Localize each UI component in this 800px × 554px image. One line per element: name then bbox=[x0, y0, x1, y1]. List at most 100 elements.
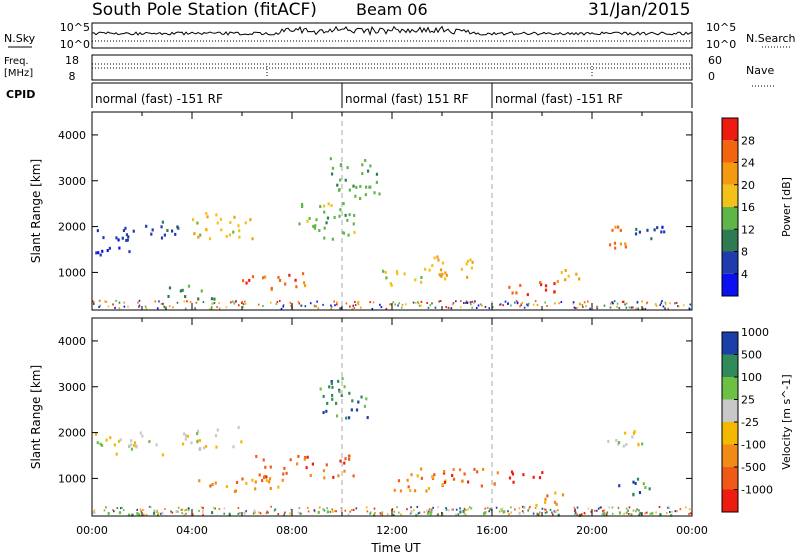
velocity-echo-cell bbox=[127, 513, 131, 517]
power-echo-cell bbox=[205, 212, 208, 216]
velocity-echo-cell bbox=[326, 510, 329, 514]
velocity-echo-cell bbox=[186, 434, 190, 438]
velocity-echo-cell bbox=[109, 436, 112, 440]
velocity-speckle bbox=[213, 506, 215, 509]
power-echo-cell bbox=[373, 191, 376, 195]
power-speckle bbox=[688, 307, 691, 310]
velocity-echo-cell bbox=[415, 513, 418, 517]
power-echo-cell bbox=[346, 166, 349, 170]
power-echo-cell bbox=[519, 283, 522, 287]
velocity-echo-cell bbox=[94, 432, 98, 436]
velocity-echo-cell bbox=[281, 478, 284, 482]
power-echo-cell bbox=[270, 286, 273, 290]
power-speckle bbox=[646, 301, 649, 304]
power-speckle bbox=[667, 307, 669, 310]
power-colorbar-swatch bbox=[722, 207, 738, 230]
velocity-speckle bbox=[574, 511, 577, 514]
power-echo-cell bbox=[364, 193, 367, 197]
velocity-speckle bbox=[185, 508, 188, 511]
nave-label: Nave bbox=[746, 64, 774, 77]
velocity-echo-cell bbox=[496, 471, 499, 475]
power-echo-cell bbox=[540, 283, 543, 287]
velocity-speckle bbox=[267, 511, 269, 514]
power-echo-cell bbox=[390, 283, 393, 287]
velocity-echo-cell bbox=[622, 444, 625, 448]
power-echo-cell bbox=[389, 282, 392, 286]
velocity-echo-cell bbox=[632, 493, 635, 497]
power-echo-cell bbox=[126, 238, 129, 242]
velocity-echo-cell bbox=[175, 510, 178, 514]
velocity-speckle bbox=[413, 509, 415, 512]
power-echo-cell bbox=[608, 243, 612, 247]
velocity-echo-cell bbox=[323, 476, 326, 480]
power-speckle bbox=[488, 307, 491, 310]
power-speckle bbox=[596, 307, 599, 310]
velocity-speckle bbox=[344, 509, 347, 512]
velocity-echo-cell bbox=[181, 442, 185, 446]
velocity-speckle bbox=[486, 506, 489, 509]
power-speckle bbox=[473, 302, 475, 305]
velocity-echo-cell bbox=[420, 476, 423, 480]
velocity-echo-cell bbox=[198, 479, 201, 483]
velocity-echo-cell bbox=[190, 441, 193, 445]
power-speckle bbox=[637, 307, 639, 310]
power-speckle bbox=[481, 304, 483, 307]
velocity-speckle bbox=[379, 513, 382, 516]
velocity-echo-cell bbox=[196, 439, 199, 443]
velocity-echo-cell bbox=[115, 452, 118, 456]
power-echo-cell bbox=[353, 213, 356, 217]
velocity-speckle bbox=[522, 506, 525, 509]
velocity-echo-cell bbox=[343, 385, 346, 389]
power-speckle bbox=[405, 303, 407, 306]
power-speckle bbox=[385, 307, 388, 310]
velocity-y-axis-label: Slant Range [km] bbox=[29, 365, 43, 469]
power-echo-cell bbox=[319, 204, 322, 208]
power-echo-cell bbox=[368, 185, 371, 189]
power-echo-cell bbox=[205, 228, 208, 232]
velocity-echo-cell bbox=[625, 443, 628, 447]
power-speckle bbox=[628, 306, 631, 309]
velocity-speckle bbox=[352, 508, 355, 511]
power-echo-cell bbox=[508, 285, 511, 289]
power-y-tick-label: 3000 bbox=[58, 175, 86, 188]
velocity-echo-cell bbox=[461, 479, 464, 483]
power-speckle bbox=[242, 306, 245, 309]
power-speckle bbox=[300, 304, 302, 307]
velocity-speckle bbox=[245, 510, 247, 513]
velocity-y-tick-label: 1000 bbox=[58, 472, 86, 485]
power-echo-cell bbox=[295, 285, 298, 289]
velocity-echo-cell bbox=[343, 461, 346, 465]
velocity-colorbar: -1000 -500 -100 -25 25 100 500 1000 Velocity [m … bbox=[721, 326, 793, 513]
power-speckle bbox=[336, 301, 338, 304]
power-speckle bbox=[333, 300, 335, 303]
velocity-echo-cell bbox=[262, 458, 265, 462]
power-echo-cell bbox=[102, 236, 105, 240]
power-speckle bbox=[554, 302, 556, 305]
power-speckle bbox=[233, 302, 236, 305]
power-speckle bbox=[194, 307, 196, 310]
velocity-echo-cell bbox=[337, 474, 340, 478]
power-echo-cell bbox=[511, 291, 514, 295]
power-echo-cell bbox=[352, 184, 355, 188]
velocity-speckle bbox=[638, 509, 640, 512]
velocity-speckle bbox=[590, 510, 592, 513]
velocity-echo-cell bbox=[480, 484, 483, 488]
velocity-speckle bbox=[157, 512, 160, 515]
cpid-row: normal (fast) -151 RF normal (fast) 151 R… bbox=[91, 82, 693, 108]
power-echo-cell bbox=[624, 242, 627, 246]
velocity-speckle bbox=[192, 513, 194, 516]
power-echo-cell bbox=[168, 286, 172, 290]
velocity-speckle bbox=[347, 513, 350, 516]
power-echo-cell bbox=[306, 219, 309, 223]
power-echo-cell bbox=[233, 215, 236, 219]
velocity-echo-cell bbox=[637, 443, 640, 447]
velocity-y-tick-label: 2000 bbox=[58, 427, 86, 440]
velocity-speckle bbox=[600, 506, 602, 509]
velocity-echo-cell bbox=[215, 445, 218, 449]
power-speckle bbox=[357, 303, 360, 306]
power-colorbar-tick-label: 16 bbox=[741, 201, 755, 214]
velocity-echo-cell bbox=[360, 395, 363, 399]
power-echo-cell bbox=[420, 280, 423, 284]
velocity-echo-cell bbox=[554, 509, 557, 513]
power-echo-cell bbox=[553, 290, 556, 294]
